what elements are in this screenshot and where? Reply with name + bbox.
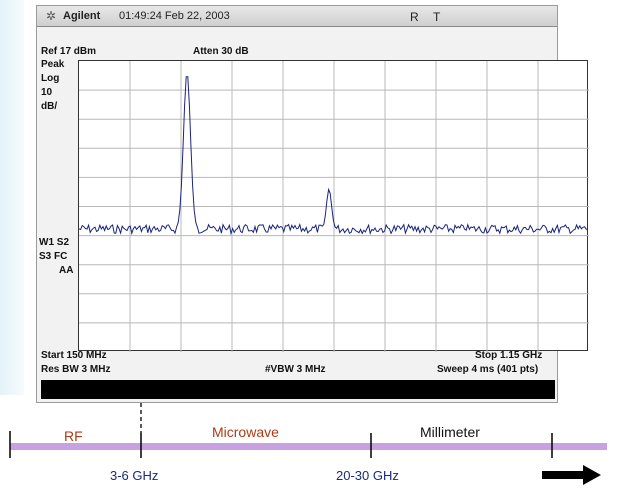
coupling-status-label: S3 FC xyxy=(39,251,68,262)
res-bw-label: Res BW 3 MHz xyxy=(41,364,111,375)
start-frequency-label: Start 150 MHz xyxy=(41,350,107,361)
attenuation-label: Atten 30 dB xyxy=(193,46,249,57)
right-arrow-icon xyxy=(583,465,601,485)
band-bar xyxy=(10,443,607,450)
detector-label: Peak xyxy=(41,59,65,70)
spectrum-graticule xyxy=(78,60,589,352)
background-tint xyxy=(0,0,24,395)
scale-type-label: Log xyxy=(41,73,60,84)
brand-label: Agilent xyxy=(63,10,101,22)
freq-label-3-6ghz: 3-6 GHz xyxy=(110,468,159,483)
spectrum-plot xyxy=(79,61,589,352)
indicator-r: R xyxy=(410,10,419,24)
freq-label-20-30ghz: 20-30 GHz xyxy=(336,468,399,483)
arrow-shaft xyxy=(542,471,586,479)
frequency-band-axis xyxy=(9,403,607,485)
analyzer-title-bar: ✲ Agilent 01:49:24 Feb 22, 2003 R T xyxy=(37,6,557,27)
scale-unit-label: dB/ xyxy=(41,101,58,112)
auto-align-label: AA xyxy=(59,265,74,276)
scale-value-label: 10 xyxy=(41,87,53,98)
sweep-label: Sweep 4 ms (401 pts) xyxy=(437,364,539,375)
vbw-label: #VBW 3 MHz xyxy=(265,364,326,375)
spectrum-analyzer-screen: ✲ Agilent 01:49:24 Feb 22, 2003 R T Ref … xyxy=(36,5,589,403)
band-label-rf: RF xyxy=(64,428,83,444)
softkey-bar xyxy=(41,380,555,399)
timestamp: 01:49:24 Feb 22, 2003 xyxy=(119,10,230,22)
trace-status-label: W1 S2 xyxy=(39,237,70,248)
band-label-microwave: Microwave xyxy=(212,424,279,440)
spectrum-trace xyxy=(79,76,588,236)
stop-frequency-label: Stop 1.15 GHz xyxy=(475,350,543,361)
agilent-logo-icon: ✲ xyxy=(46,9,57,23)
indicator-t: T xyxy=(433,10,441,24)
band-label-millimeter: Millimeter xyxy=(420,424,480,440)
ref-level-label: Ref 17 dBm xyxy=(41,46,97,57)
